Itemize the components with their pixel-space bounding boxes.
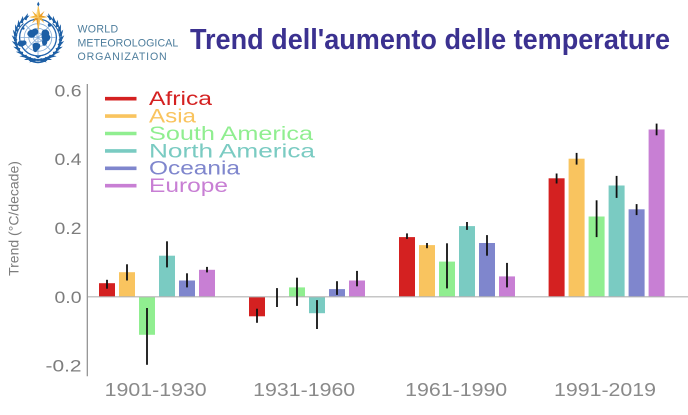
- svg-text:Oceania: Oceania: [149, 159, 241, 180]
- svg-text:South America: South America: [149, 124, 314, 145]
- svg-text:1961-1990: 1961-1990: [405, 380, 507, 400]
- svg-text:WORLD: WORLD: [78, 24, 119, 36]
- svg-text:0.0: 0.0: [55, 289, 82, 307]
- svg-text:1991-2019: 1991-2019: [554, 380, 656, 400]
- svg-text:Europe: Europe: [149, 176, 228, 197]
- svg-text:0.6: 0.6: [55, 82, 82, 100]
- svg-text:Africa: Africa: [149, 89, 213, 110]
- svg-text:1931-1960: 1931-1960: [253, 380, 355, 400]
- svg-text:METEOROLOGICAL: METEOROLOGICAL: [78, 37, 179, 49]
- svg-text:ORGANIZATION: ORGANIZATION: [78, 51, 168, 63]
- svg-text:Trend (°C/decade): Trend (°C/decade): [6, 161, 22, 276]
- svg-text:1901-1930: 1901-1930: [105, 380, 207, 400]
- svg-text:Asia: Asia: [149, 107, 197, 128]
- svg-text:0.2: 0.2: [55, 220, 82, 238]
- svg-text:North America: North America: [149, 141, 316, 162]
- svg-text:0.4: 0.4: [55, 151, 82, 169]
- svg-text:-0.2: -0.2: [46, 358, 82, 376]
- svg-text:Trend dell'aumento delle tempe: Trend dell'aumento delle temperature: [190, 24, 670, 56]
